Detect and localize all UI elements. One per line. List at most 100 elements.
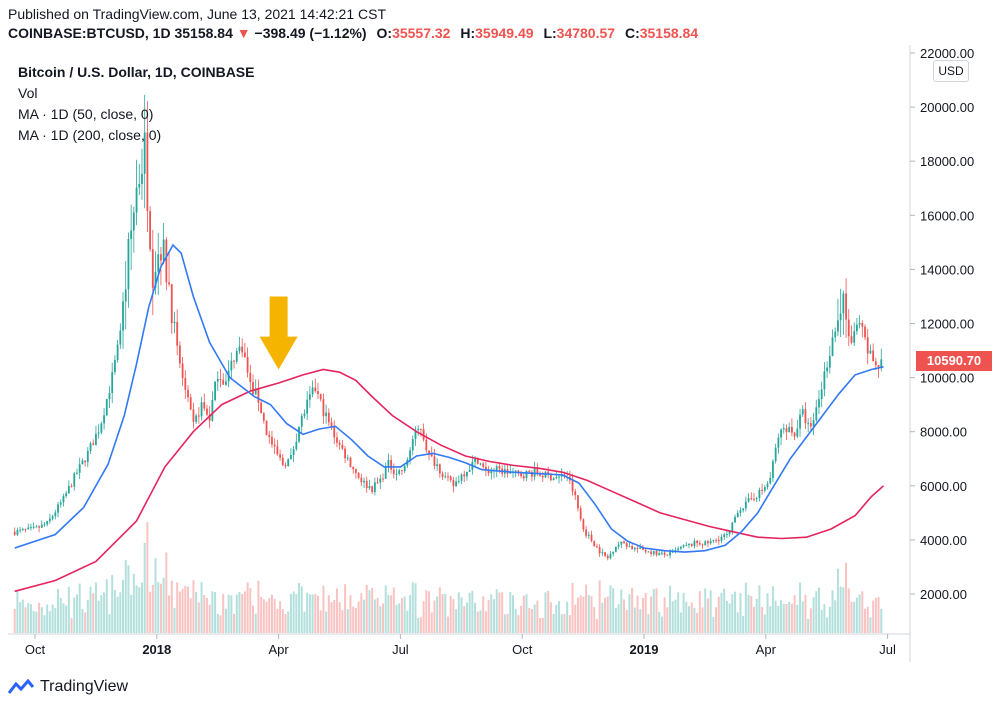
volume-bar bbox=[660, 616, 663, 633]
volume-bar bbox=[509, 591, 512, 633]
volume-bar bbox=[669, 585, 672, 633]
volume-bar bbox=[777, 605, 780, 633]
volume-bar bbox=[807, 618, 810, 633]
candle-body bbox=[257, 389, 260, 403]
volume-bar bbox=[270, 594, 273, 633]
published-label: Published on TradingView.com, June 13, 2… bbox=[8, 6, 386, 22]
candle-body bbox=[874, 361, 877, 366]
legend-ma200[interactable]: MA · 1D (200, close, 0) bbox=[18, 127, 162, 143]
volume-bar bbox=[839, 586, 842, 633]
volume-bar bbox=[365, 584, 368, 633]
close-label: C: bbox=[624, 25, 640, 41]
volume-bar bbox=[311, 594, 314, 633]
volume-bar bbox=[609, 585, 612, 633]
candle-body bbox=[650, 551, 652, 554]
candle-body bbox=[555, 477, 558, 479]
candle-body bbox=[197, 415, 200, 417]
volume-bar bbox=[771, 586, 774, 633]
volume-bar bbox=[216, 613, 219, 633]
volume-bar bbox=[823, 603, 826, 633]
candle-body bbox=[598, 547, 601, 554]
currency-button[interactable]: USD bbox=[933, 60, 969, 82]
volume-bar bbox=[195, 591, 198, 633]
volume-bar bbox=[706, 598, 709, 633]
candle-body bbox=[625, 543, 628, 547]
candle-body bbox=[815, 407, 818, 421]
candle-body bbox=[333, 426, 336, 438]
volume-bar bbox=[181, 588, 184, 633]
volume-bar bbox=[861, 591, 864, 633]
candle-body bbox=[327, 412, 330, 423]
candle-body bbox=[533, 468, 536, 477]
candle-body bbox=[200, 402, 203, 417]
candle-body bbox=[726, 534, 728, 536]
volume-bar bbox=[122, 579, 125, 633]
volume-bar bbox=[858, 594, 861, 633]
volume-bar bbox=[214, 592, 217, 633]
volume-bar bbox=[352, 606, 355, 633]
volume-bar bbox=[35, 611, 38, 633]
x-tick-label: 2019 bbox=[630, 642, 659, 657]
volume-bar bbox=[644, 593, 647, 633]
legend-title[interactable]: Bitcoin / U.S. Dollar, 1D, COINBASE bbox=[18, 64, 255, 80]
candle-body bbox=[409, 450, 411, 460]
legend-volume[interactable]: Vol bbox=[18, 85, 38, 101]
volume-bar bbox=[587, 595, 590, 633]
volume-bar bbox=[116, 596, 119, 633]
candle-body bbox=[750, 498, 753, 500]
candle-body bbox=[590, 534, 593, 541]
candle-body bbox=[490, 471, 493, 474]
volume-bar bbox=[864, 608, 867, 633]
price-change: −398.49 (−1.12%) bbox=[254, 25, 367, 41]
candle-body bbox=[577, 495, 579, 509]
volume-bar bbox=[249, 588, 252, 633]
volume-bar bbox=[595, 618, 598, 633]
volume-bar bbox=[89, 586, 92, 633]
volume-bar bbox=[406, 610, 409, 633]
volume-bar bbox=[319, 610, 322, 633]
volume-bar bbox=[381, 603, 384, 633]
candle-body bbox=[119, 330, 122, 345]
volume-bar bbox=[566, 601, 569, 633]
candle-body bbox=[262, 413, 265, 421]
volume-bar bbox=[330, 602, 333, 633]
candle-body bbox=[238, 346, 241, 352]
candle-body bbox=[420, 428, 422, 430]
volume-bar bbox=[419, 617, 422, 633]
candle-body bbox=[539, 473, 541, 476]
volume-bar bbox=[438, 587, 441, 633]
volume-bar bbox=[203, 595, 206, 633]
volume-bar bbox=[414, 583, 417, 633]
x-tick-label: Jul bbox=[392, 642, 409, 657]
candle-body bbox=[466, 471, 468, 477]
volume-bar bbox=[487, 599, 490, 633]
candle-body bbox=[86, 450, 89, 463]
candle-body bbox=[352, 466, 355, 470]
volume-bar bbox=[574, 604, 577, 633]
candle-body bbox=[349, 457, 352, 467]
tradingview-logo-icon bbox=[8, 679, 34, 694]
candle-body bbox=[755, 498, 758, 500]
footer-brand[interactable]: TradingView bbox=[8, 678, 128, 696]
candle-body bbox=[344, 448, 346, 459]
candle-body bbox=[230, 360, 233, 371]
candle-body bbox=[747, 498, 750, 502]
candle-body bbox=[428, 450, 430, 454]
candle-body bbox=[73, 473, 76, 487]
candle-body bbox=[717, 539, 720, 542]
volume-bar bbox=[549, 602, 552, 633]
candle-body bbox=[774, 447, 777, 462]
volume-bar bbox=[32, 610, 35, 633]
candle-body bbox=[547, 471, 550, 475]
volume-bar bbox=[13, 608, 16, 633]
legend-ma50[interactable]: MA · 1D (50, close, 0) bbox=[18, 106, 154, 122]
last-price-tag: 10590.70 bbox=[916, 351, 992, 371]
volume-bar bbox=[27, 603, 30, 633]
volume-bar bbox=[281, 609, 284, 633]
volume-bar bbox=[81, 608, 84, 633]
volume-bar bbox=[755, 598, 758, 633]
volume-bar bbox=[84, 612, 87, 633]
volume-bar bbox=[715, 607, 718, 633]
symbol-quote-bar: COINBASE:BTCUSD, 1D 35158.84 ▼ −398.49 (… bbox=[8, 25, 698, 41]
